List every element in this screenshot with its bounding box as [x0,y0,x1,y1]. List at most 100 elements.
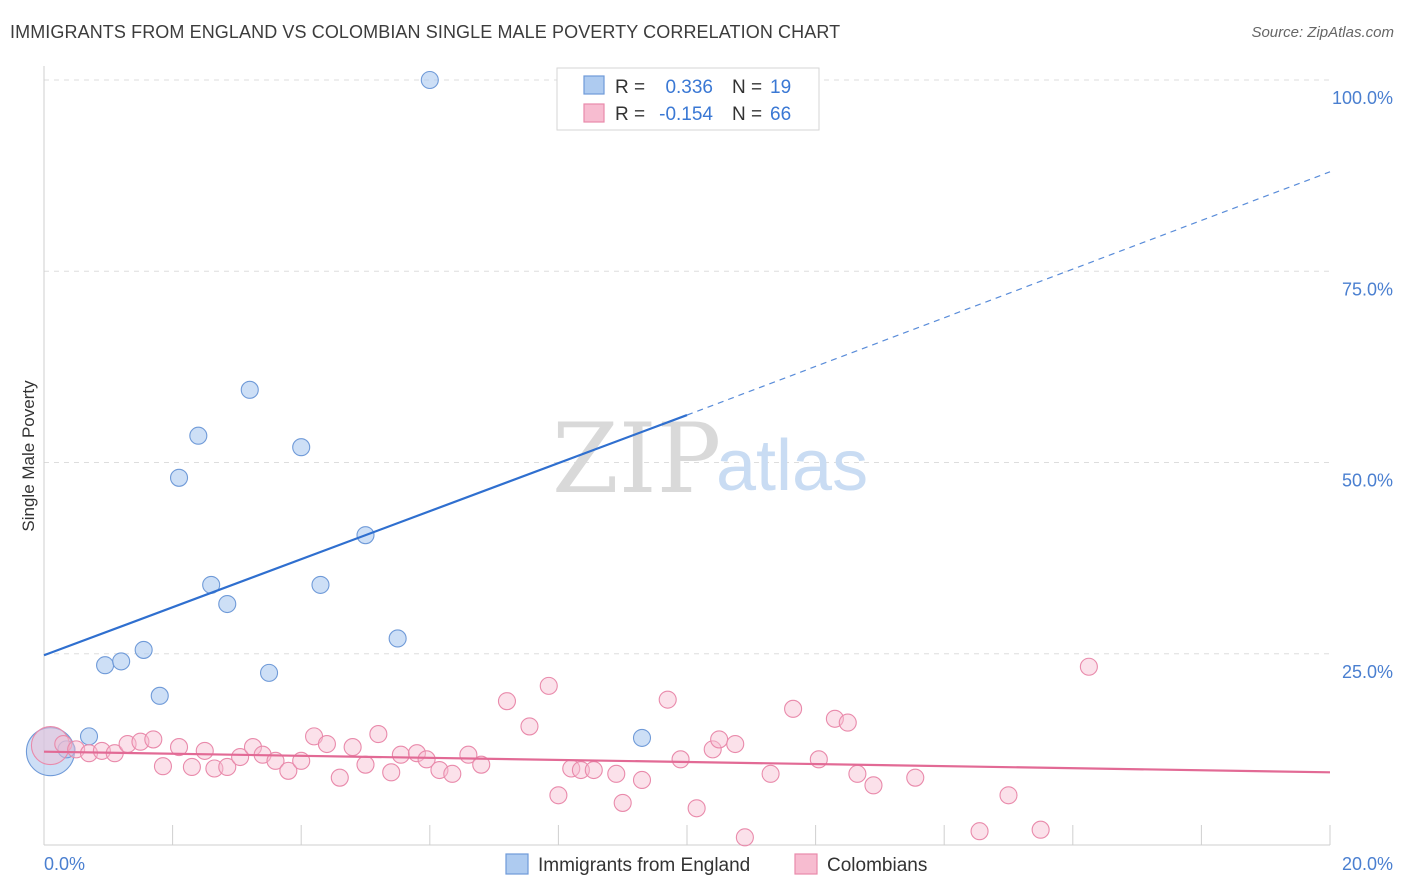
england-point-6 [150,686,169,705]
england-point-3 [96,656,115,675]
england-point-13 [292,438,311,457]
england-point-2 [79,727,99,746]
colombia-point-61 [999,786,1018,805]
legend-england-label: Immigrants from England [538,855,750,876]
colombia-point-36 [520,717,539,736]
colombia-trend-line [43,750,1331,774]
colombia-point-34 [472,755,491,774]
y-tick-label-25: 25.0% [1342,662,1393,682]
colombia-point-51 [735,828,754,847]
colombia-point-12 [195,741,214,760]
colombia-point-24 [343,738,362,757]
series-legend: Immigrants from England Colombians [505,853,927,876]
y-tick-label-50: 50.0% [1342,471,1393,491]
colombia-point-56 [838,713,857,732]
colombia-point-37 [539,676,558,695]
colombia-point-47 [687,799,706,818]
colombia-point-19 [279,761,298,780]
x-tick-labels: 0.0% 20.0% [44,854,1393,874]
colombia-point-8 [144,730,163,749]
england-point-7 [169,468,189,487]
england-point-14 [311,575,330,594]
colombia-point-10 [169,738,189,757]
colombia-point-62 [1031,820,1050,839]
colombia-point-40 [571,760,590,780]
colombia-point-49 [710,730,729,749]
england-point-8 [189,426,208,445]
x-axis-ticks [43,825,1331,845]
series-england-points [25,70,652,777]
x-tick-label-max: 20.0% [1342,854,1393,874]
colombia-point-27 [382,763,401,782]
england-r-value: 0.336 [665,77,713,98]
legend-colombia-swatch [794,853,818,875]
england-point-1 [57,740,76,759]
colombia-point-15 [231,747,250,767]
england-point-18 [632,728,652,747]
colombia-point-44 [632,770,652,790]
england-swatch [583,75,605,95]
colombia-point-60 [970,822,989,841]
series-colombia-points [30,657,1098,847]
colombia-r-value: -0.154 [659,104,713,125]
colombia-point-32 [443,764,462,783]
colombia-point-53 [784,699,803,718]
england-trend-extension [686,171,1331,416]
grid-lines [44,79,1330,655]
y-tick-label-100: 100.0% [1332,88,1393,108]
colombia-point-18 [266,751,285,770]
colombia-point-50 [726,734,745,754]
colombia-point-23 [330,768,349,787]
colombia-point-25 [356,755,375,774]
england-n-value: 19 [770,77,791,98]
england-point-10 [218,594,237,614]
watermark: ZIP atlas [552,403,868,515]
england-n-label: N = [732,77,762,98]
colombia-point-41 [584,760,603,780]
legend-england-swatch [505,853,529,875]
england-point-11 [240,380,259,399]
colombia-point-45 [658,690,677,709]
england-point-12 [259,663,279,682]
colombia-point-26 [369,725,388,744]
england-trend-line [43,414,688,657]
colombia-point-58 [864,776,883,795]
colombia-point-52 [761,764,780,783]
colombia-point-43 [613,793,632,812]
colombia-point-14 [218,757,237,777]
colombia-point-48 [703,740,722,759]
y-axis-title: Single Male Poverty [19,380,38,532]
source-credit: Source: ZipAtlas.com [1251,24,1394,41]
colombia-n-value: 66 [770,104,791,125]
england-point-16 [388,629,407,648]
watermark-zip: ZIP [552,403,721,515]
watermark-atlas: atlas [716,426,868,506]
y-tick-label-75: 75.0% [1342,279,1393,299]
colombia-point-30 [417,750,436,769]
y-tick-labels: 25.0% 50.0% 75.0% 100.0% [1332,88,1393,682]
colombia-point-59 [906,768,925,787]
x-tick-label-min: 0.0% [44,854,85,874]
stats-legend: R = 0.336 N = 19 R = -0.154 N = 66 [556,67,820,131]
colombia-point-38 [549,786,568,805]
colombia-point-9 [153,757,173,776]
colombia-point-42 [607,764,626,783]
england-point-5 [134,640,153,659]
colombia-swatch [583,103,605,123]
colombia-point-28 [391,745,410,764]
legend-colombia-label: Colombians [827,855,927,876]
colombia-n-label: N = [732,104,762,125]
colombia-r-label: R = [615,104,645,125]
england-r-label: R = [615,77,645,98]
trend-lines [43,171,1331,774]
colombia-point-11 [182,757,201,777]
colombia-point-35 [497,692,517,711]
colombia-point-46 [671,750,690,769]
colombia-point-63 [1079,657,1098,676]
chart-title: IMMIGRANTS FROM ENGLAND VS COLOMBIAN SIN… [10,22,841,42]
colombia-point-22 [317,734,336,754]
colombia-point-57 [848,764,867,783]
england-point-4 [112,652,131,671]
england-point-17 [420,70,439,90]
